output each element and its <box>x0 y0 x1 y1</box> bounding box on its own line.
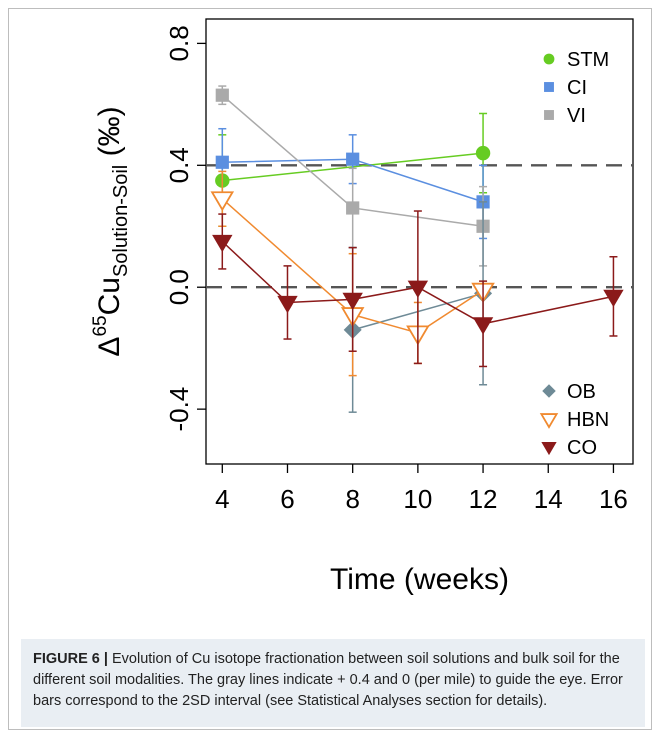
figure-caption: FIGURE 6 | Evolution of Cu isotope fract… <box>21 639 645 727</box>
plot-border <box>205 18 634 465</box>
legend-label: HBN <box>567 409 609 431</box>
caption-label: FIGURE 6 | <box>33 651 108 667</box>
legend-label: CO <box>567 437 597 459</box>
y-axis-label: Δ65CuSolution-Soil (‰) <box>90 106 132 356</box>
legend-label: CI <box>567 77 587 99</box>
x-tick-label: 12 <box>469 484 498 514</box>
y-tick-label: 0.4 <box>164 147 194 183</box>
legend-label: OB <box>567 381 596 403</box>
y-tick-label: -0.4 <box>164 387 194 432</box>
legend-marker <box>539 413 559 429</box>
legend-marker <box>544 110 554 120</box>
y-axis-label-part: 65 <box>90 315 111 336</box>
data-point <box>210 191 235 212</box>
data-point <box>215 88 229 102</box>
data-point <box>603 289 624 308</box>
data-point <box>407 280 429 299</box>
series-line <box>221 198 484 334</box>
legend-label: STM <box>567 49 609 71</box>
y-tick-label: 0.0 <box>164 269 194 305</box>
x-tick-label: 6 <box>280 484 294 514</box>
series-vi <box>215 85 490 267</box>
series-line <box>221 240 614 325</box>
legend-marker <box>542 384 556 398</box>
y-axis-label-part: Solution-Soil <box>110 165 132 277</box>
x-tick-label: 4 <box>215 484 229 514</box>
data-point <box>475 145 491 161</box>
y-tick-label: 0.8 <box>164 25 194 61</box>
legend-marker <box>541 442 557 456</box>
figure-frame: 4 6 8 10 12 14 16 -0.4 0.0 0.4 0.8 Time (weeks) Δ65C… <box>8 8 652 730</box>
data-point <box>346 201 360 215</box>
legend-marker <box>544 82 554 92</box>
data-point <box>346 152 360 166</box>
data-point <box>342 292 363 311</box>
data-point <box>472 317 494 335</box>
x-tick-label: 10 <box>403 484 432 514</box>
x-tick-label: 14 <box>534 484 563 514</box>
data-point <box>212 234 233 253</box>
y-axis-label-part: (‰) <box>93 106 126 164</box>
legend-label: VI <box>567 105 586 127</box>
series-co <box>212 210 624 368</box>
x-tick-label: 8 <box>345 484 359 514</box>
caption-text: Evolution of Cu isotope fractionation be… <box>33 651 623 709</box>
data-point <box>277 295 298 314</box>
y-axis-label-part: Cu <box>93 277 126 315</box>
data-point <box>215 155 229 169</box>
x-tick-label: 16 <box>599 484 628 514</box>
x-axis-label: Time (weeks) <box>330 563 509 596</box>
legend-marker <box>543 53 555 65</box>
y-axis-label-part: Δ <box>93 337 126 357</box>
